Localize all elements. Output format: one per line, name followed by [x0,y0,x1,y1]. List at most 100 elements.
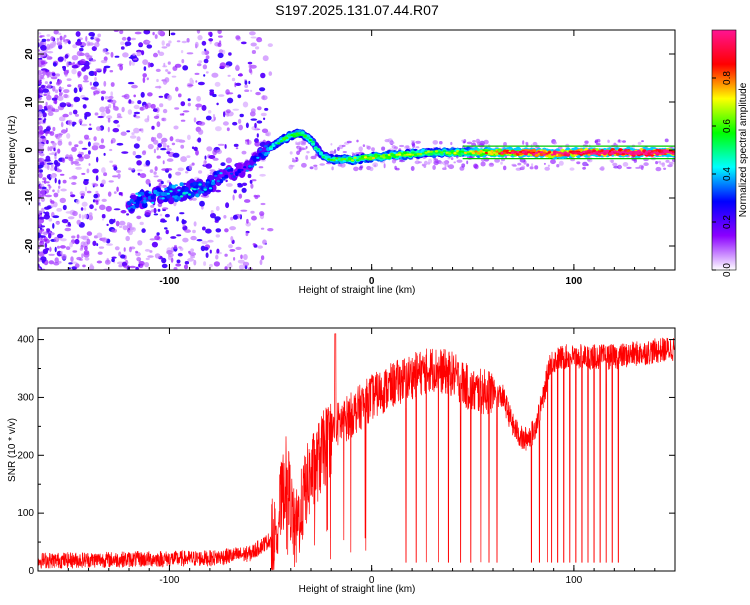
spectrogram-noise-blob [97,33,102,38]
spectrogram-ridge-cell [340,158,344,161]
spectrogram-noise-blob [150,204,155,208]
spectrogram-ridge-cell [655,151,660,154]
spectrogram-noise-blob [39,251,44,256]
spectrogram-ridge-cell [166,192,170,195]
spectrogram-ridge-cell [506,151,510,154]
spectrogram-noise-blob [119,225,123,228]
spectrogram-noise-blob [68,267,71,270]
spectrogram-noise-blob [101,214,106,219]
spectrogram-noise-blob [68,111,73,116]
spectrogram-ridge-cell [198,183,202,186]
spectrogram-noise-blob [71,146,77,152]
spectrogram-noise-blob [109,148,113,152]
spectrogram-noise-blob [70,159,74,165]
spectrogram-halo-blob [586,163,589,167]
spectrogram-noise-blob [53,30,59,35]
spectrogram-halo-blob [423,160,428,166]
spectrogram-noise-blob [262,55,269,62]
spectrogram-noise-blob [72,109,78,115]
spectrogram-noise-blob [60,92,64,95]
spectrogram-ridge-cell [626,152,631,155]
spectrogram-noise-blob [88,42,94,46]
spectrogram-noise-blob [83,154,91,160]
spectrogram-ridge-cell [527,151,531,154]
spectrogram-noise-blob [89,263,93,269]
spectrogram-noise-blob [197,129,204,135]
spectrogram-noise-blob [54,257,59,264]
spectrogram-noise-blob [152,31,155,36]
spectrogram-noise-blob [80,245,84,249]
spectrogram-halo-blob [655,161,659,165]
spectrogram-noise-blob [141,128,144,133]
spectrogram-noise-blob [100,59,108,64]
spectrogram-ridge-cell [329,158,333,161]
spectrogram-ridge-cell [187,190,192,195]
spectrogram-noise-blob [95,190,99,194]
spectrogram-noise-blob [248,63,252,69]
spectrogram-noise-blob [38,39,41,42]
spectrogram-noise-blob [153,52,158,58]
spectrogram-noise-blob [198,60,203,64]
spectrogram-ridge-cell [582,150,586,154]
spectrogram-noise-blob [96,232,103,238]
spectrogram-noise-blob [42,248,49,255]
spectrogram-noise-blob [79,47,84,52]
spectrogram-halo-blob [433,160,439,166]
spectrogram-noise-blob [135,154,142,159]
spectrogram-noise-blob [167,61,171,65]
spectrogram-noise-blob [143,66,147,71]
spectrogram-noise-blob [137,100,142,105]
spectrogram-noise-blob [162,142,167,149]
spectrogram-noise-blob [180,50,184,54]
spectrogram-noise-blob [62,36,65,43]
spectrogram-noise-blob [137,240,143,246]
spectrogram-ridge-cell [130,206,134,209]
spectrogram-noise-blob [190,248,195,252]
spectrogram-noise-blob [55,221,60,225]
spectrogram-ridge-cell [197,190,203,195]
spectrogram-ridge-cell [232,175,236,178]
spectrogram-halo-blob [521,165,526,170]
spectrogram-ridge-cell [621,150,625,154]
spectrogram-noise-blob [95,175,99,182]
spectrogram-noise-blob [111,258,115,263]
spectrogram-noise-blob [158,51,165,56]
spectrogram-noise-blob [197,35,203,41]
spectrogram-ridge-cell [658,152,662,155]
spectrogram-ridge-cell [432,152,436,155]
spectrogram-noise-blob [105,52,110,55]
spectrogram-noise-blob [265,132,270,136]
spectrogram-noise-blob [141,150,147,156]
spectrogram-ridge-cell [143,197,147,200]
spectrogram-noise-blob [205,228,212,234]
spectrogram-noise-blob [89,123,92,126]
spectrogram-noise-blob [113,166,118,171]
spectrogram-noise-blob [65,127,68,133]
spectrogram-ridge-cell [669,151,673,154]
spectrogram-noise-blob [113,208,121,211]
spectrogram-noise-blob [46,162,54,165]
spectrogram-noise-blob [74,238,80,245]
spectrogram-noise-blob [143,30,151,35]
spectrogram-noise-blob [256,120,263,124]
spectrogram-noise-blob [54,177,57,184]
spectrogram-noise-blob [217,42,222,48]
spectrogram-noise-blob [217,52,224,59]
spectrogram-noise-blob [250,210,255,214]
spectrogram-halo-blob [637,141,642,145]
spectrogram-noise-blob [81,172,86,175]
spectrogram-noise-blob [71,235,76,239]
spectrogram-noise-blob [166,250,173,255]
spectrogram-noise-blob [218,94,225,97]
spectrogram-ridge-cell [406,153,410,156]
spectrogram-noise-blob [40,135,46,139]
spectrogram-noise-blob [215,189,222,193]
spectrogram-halo-blob [640,165,644,171]
spectrogram-noise-blob [233,143,239,147]
spectrogram-noise-blob [38,74,42,81]
spectrogram-ridge-cell [487,151,491,154]
spectrogram-noise-blob [101,96,104,101]
spectrogram-noise-blob [88,70,96,76]
spectrogram-noise-blob [46,181,50,184]
spectrogram-noise-blob [47,146,50,152]
